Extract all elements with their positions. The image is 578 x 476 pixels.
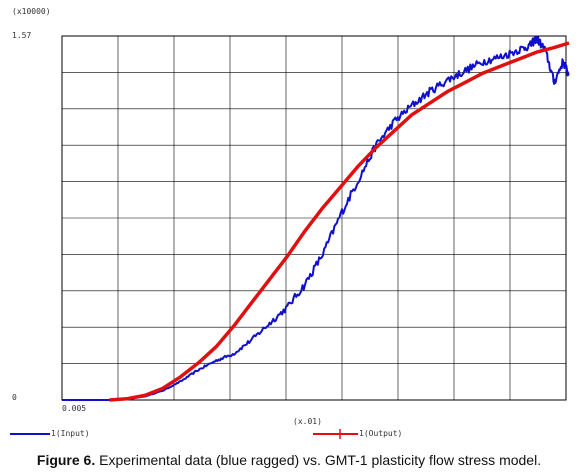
- caption-body: Experimental data (blue ragged) vs. GMT-…: [99, 452, 542, 468]
- series-input-line: [62, 35, 570, 401]
- legend-input-label: 1(Input): [51, 429, 90, 438]
- grid-lines: [62, 36, 566, 400]
- series-layer: [62, 35, 570, 402]
- chart: (x10000) 1.57 0 0.005 (x.01) 1(Input) 1(…: [10, 7, 570, 439]
- y-tick-top: 1.57: [12, 31, 31, 40]
- caption-prefix: Figure 6.: [36, 452, 96, 468]
- series-output-line: [109, 41, 570, 402]
- x-multiplier-label: (x.01): [293, 417, 322, 426]
- y-tick-bottom: 0: [12, 393, 17, 402]
- y-multiplier-label: (x10000): [12, 7, 51, 16]
- x-tick-left: 0.005: [62, 404, 86, 413]
- figure-caption: Figure 6. Experimental data (blue ragged…: [0, 452, 578, 468]
- legend-output-label: 1(Output): [359, 429, 402, 438]
